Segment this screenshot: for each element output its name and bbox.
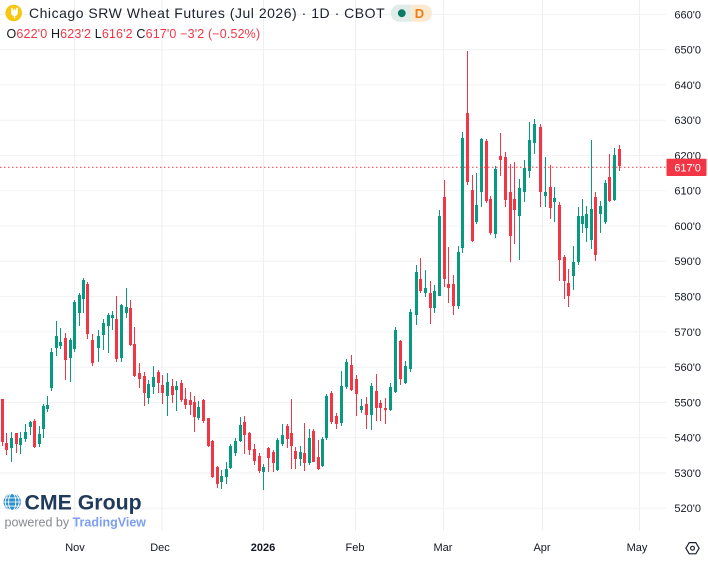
svg-text:630'0: 630'0 [674, 115, 701, 127]
svg-text:520'0: 520'0 [674, 503, 701, 515]
svg-text:O622'0 H623'2 L616'2 C617'0 −3: O622'0 H623'2 L616'2 C617'0 −3'2 (−0.52%… [7, 27, 261, 41]
svg-text:590'0: 590'0 [674, 256, 701, 268]
svg-text:570'0: 570'0 [674, 327, 701, 339]
svg-text:Feb: Feb [346, 542, 365, 554]
svg-text:Dec: Dec [150, 542, 170, 554]
svg-text:580'0: 580'0 [674, 292, 701, 304]
svg-text:D: D [415, 6, 424, 21]
svg-text:Chicago SRW Wheat Futures (Jul: Chicago SRW Wheat Futures (Jul 2026) · 1… [29, 5, 385, 21]
svg-text:540'0: 540'0 [674, 433, 701, 445]
svg-text:660'0: 660'0 [674, 9, 701, 21]
svg-text:CME Group: CME Group [25, 491, 142, 515]
svg-text:May: May [627, 542, 648, 554]
svg-text:550'0: 550'0 [674, 397, 701, 409]
svg-text:650'0: 650'0 [674, 45, 701, 57]
svg-text:530'0: 530'0 [674, 468, 701, 480]
svg-text:2026: 2026 [251, 542, 275, 554]
svg-text:Mar: Mar [434, 542, 453, 554]
svg-text:617'0: 617'0 [674, 162, 701, 174]
svg-text:powered by TradingView: powered by TradingView [5, 516, 147, 530]
svg-text:Nov: Nov [65, 542, 85, 554]
svg-text:560'0: 560'0 [674, 362, 701, 374]
svg-text:Apr: Apr [533, 542, 550, 554]
svg-text:600'0: 600'0 [674, 221, 701, 233]
svg-text:640'0: 640'0 [674, 80, 701, 92]
svg-text:610'0: 610'0 [674, 186, 701, 198]
